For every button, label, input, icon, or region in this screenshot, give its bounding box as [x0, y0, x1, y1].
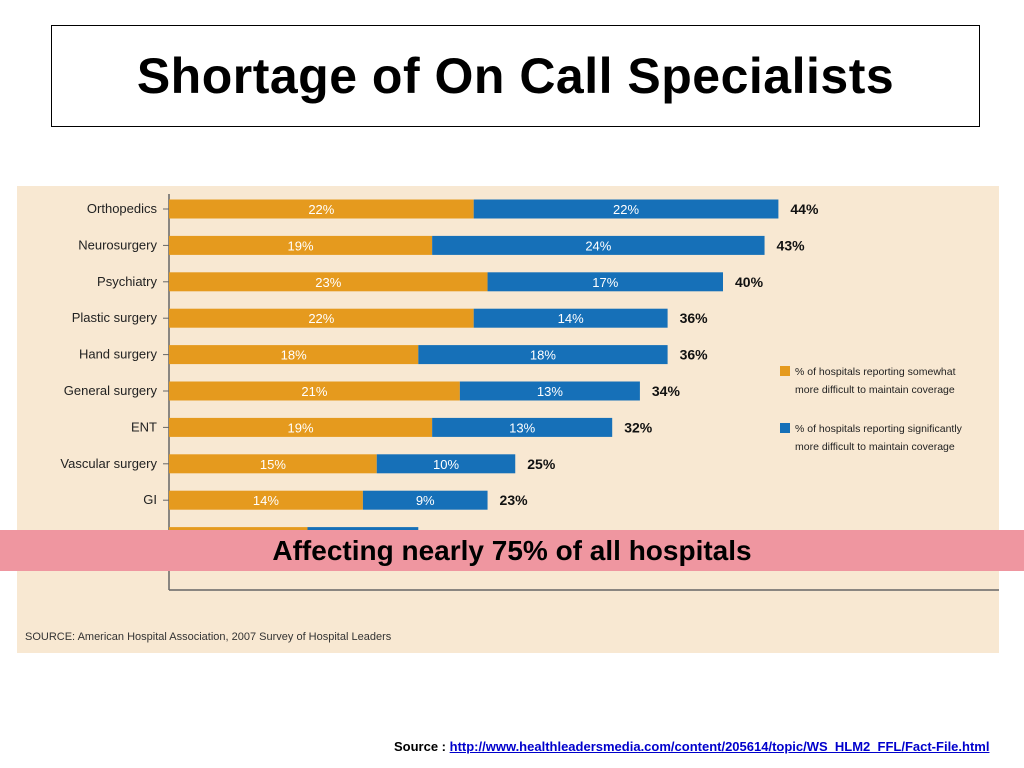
highlight-banner: Affecting nearly 75% of all hospitals — [0, 530, 1024, 571]
total-label: 25% — [527, 456, 556, 472]
bar-significantly — [459, 381, 640, 401]
stacked-bar-chart: Orthopedics 22% 22% 44% Neurosurgery 19% 24% 43… — [25, 194, 999, 643]
category-label: Plastic surgery — [72, 310, 158, 325]
bar-significantly — [432, 235, 765, 255]
title-box: Shortage of On Call Specialists — [51, 25, 980, 127]
bar-somewhat — [169, 381, 460, 401]
data-label-significantly: 24% — [585, 238, 611, 253]
data-label-significantly: 17% — [592, 275, 618, 290]
data-label-somewhat: 14% — [253, 493, 279, 508]
bar-somewhat — [169, 417, 433, 437]
data-label-somewhat: 22% — [308, 311, 334, 326]
total-label: 32% — [624, 419, 653, 435]
data-label-somewhat: 19% — [288, 420, 314, 435]
total-label: 23% — [500, 492, 529, 508]
bar-somewhat — [169, 490, 363, 510]
bar-significantly — [487, 272, 723, 292]
source-link[interactable]: http://www.healthleadersmedia.com/conten… — [449, 739, 990, 754]
total-label: 34% — [652, 383, 681, 399]
data-label-somewhat: 23% — [315, 275, 341, 290]
bar-significantly — [473, 199, 779, 219]
total-label: 43% — [777, 237, 806, 253]
total-label: 36% — [680, 347, 709, 363]
data-label-somewhat: 22% — [308, 202, 334, 217]
bar-somewhat — [169, 235, 433, 255]
bar-significantly — [432, 417, 613, 437]
legend-swatch-significantly — [780, 423, 790, 433]
data-label-significantly: 14% — [558, 311, 584, 326]
category-label: Psychiatry — [97, 274, 157, 289]
legend-label-somewhat: more difficult to maintain coverage — [795, 384, 955, 396]
chart-source-note: SOURCE: American Hospital Association, 2… — [25, 631, 392, 643]
data-label-somewhat: 19% — [288, 238, 314, 253]
bar-somewhat — [169, 272, 488, 292]
data-label-somewhat: 18% — [281, 348, 307, 363]
bar-somewhat — [169, 345, 419, 365]
bar-significantly — [473, 308, 668, 328]
legend-label-significantly: more difficult to maintain coverage — [795, 441, 955, 453]
legend-label-somewhat: % of hospitals reporting somewhat — [795, 366, 956, 378]
bar-significantly — [376, 454, 516, 474]
category-label: ENT — [131, 419, 157, 434]
bar-somewhat — [169, 454, 377, 474]
data-label-significantly: 13% — [509, 420, 535, 435]
total-label: 36% — [680, 310, 709, 326]
data-label-significantly: 18% — [530, 348, 556, 363]
data-label-significantly: 13% — [537, 384, 563, 399]
category-label: GI — [143, 492, 157, 507]
category-label: General surgery — [64, 383, 158, 398]
category-label: Neurosurgery — [78, 237, 157, 252]
chart-panel: Orthopedics 22% 22% 44% Neurosurgery 19% 24% 43… — [17, 186, 999, 653]
slide-title: Shortage of On Call Specialists — [136, 48, 895, 104]
total-label: 40% — [735, 274, 764, 290]
data-label-significantly: 9% — [416, 493, 435, 508]
source-citation: Source : http://www.healthleadersmedia.c… — [394, 738, 994, 755]
bar-significantly — [362, 490, 488, 510]
category-label: Vascular surgery — [60, 456, 157, 471]
data-label-somewhat: 15% — [260, 457, 286, 472]
legend-swatch-somewhat — [780, 366, 790, 376]
source-prefix: Source : — [394, 739, 450, 754]
bar-somewhat — [169, 308, 474, 328]
banner-text: Affecting nearly 75% of all hospitals — [272, 534, 752, 566]
bar-significantly — [418, 345, 668, 365]
bar-somewhat — [169, 199, 474, 219]
category-label: Orthopedics — [87, 201, 158, 216]
total-label: 44% — [790, 201, 819, 217]
data-label-significantly: 10% — [433, 457, 459, 472]
data-label-somewhat: 21% — [301, 384, 327, 399]
category-label: Hand surgery — [79, 347, 158, 362]
legend-label-significantly: % of hospitals reporting significantly — [795, 423, 963, 435]
data-label-significantly: 22% — [613, 202, 639, 217]
